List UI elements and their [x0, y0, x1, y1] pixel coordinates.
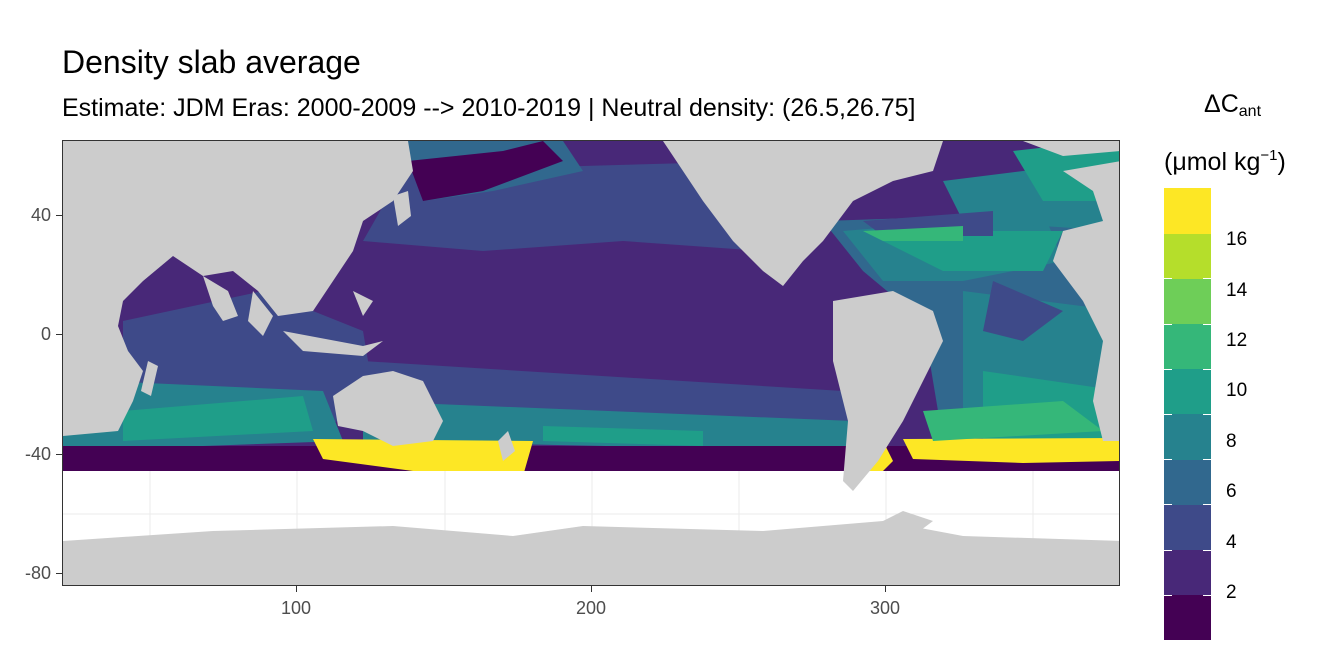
- legend-label: 10: [1226, 380, 1248, 401]
- legend-title: ΔCant: [1204, 86, 1261, 130]
- y-tick-label: -40: [24, 444, 51, 464]
- legend-color-step: [1164, 188, 1211, 234]
- legend-title-subscript: ant: [1238, 103, 1262, 120]
- chart-title: Density slab average: [62, 44, 361, 80]
- legend-color-step: [1164, 459, 1211, 505]
- legend-color-step: [1164, 323, 1211, 370]
- legend-label: 8: [1226, 431, 1237, 452]
- legend-tick-mark: [1203, 414, 1211, 415]
- legend-title-symbol: ΔC: [1204, 90, 1239, 118]
- x-tick-mark: [885, 586, 886, 592]
- legend-color-step: [1164, 504, 1211, 551]
- x-tick-mark: [296, 586, 297, 592]
- legend-color-step: [1164, 594, 1211, 641]
- x-tick-label: 200: [575, 598, 607, 618]
- y-tick-label: 40: [30, 205, 51, 225]
- y-tick-mark: [56, 573, 62, 574]
- legend-color-step: [1164, 414, 1211, 460]
- legend-tick-mark: [1203, 504, 1211, 506]
- legend-color-step: [1164, 233, 1211, 279]
- y-tick-mark: [56, 454, 62, 455]
- x-tick-label: 300: [869, 598, 901, 618]
- y-tick-mark: [56, 334, 62, 335]
- legend-tick-mark: [1203, 459, 1211, 461]
- land-masses: [63, 141, 1119, 585]
- legend-unit-close: ): [1277, 148, 1286, 176]
- y-tick-label: 0: [40, 324, 51, 344]
- legend-tick-mark: [1203, 278, 1211, 280]
- legend-label: 6: [1226, 481, 1237, 502]
- y-tick-mark: [56, 215, 62, 216]
- legend-tick-mark: [1164, 323, 1172, 325]
- legend-tick-mark: [1164, 549, 1172, 551]
- x-tick-label: 100: [280, 598, 312, 618]
- legend-tick-mark: [1203, 323, 1211, 325]
- map-svg: [63, 141, 1119, 585]
- legend-color-step: [1164, 549, 1211, 596]
- legend-tick-mark: [1164, 459, 1172, 461]
- x-tick-mark: [591, 586, 592, 592]
- legend-color-step: [1164, 368, 1211, 415]
- legend-unit-open: (μmol kg: [1164, 148, 1261, 176]
- legend-colorbar: [1164, 188, 1211, 641]
- legend-label: 4: [1226, 532, 1237, 553]
- map-panel: [62, 140, 1120, 586]
- legend-tick-mark: [1203, 368, 1211, 370]
- legend-tick-mark: [1203, 594, 1211, 596]
- legend-color-step: [1164, 278, 1211, 325]
- ocean-field: [63, 141, 1119, 471]
- y-tick-label: -80: [24, 563, 51, 583]
- legend-label: 2: [1226, 582, 1237, 603]
- legend-tick-mark: [1164, 594, 1172, 596]
- legend-tick-mark: [1164, 278, 1172, 280]
- legend-tick-mark: [1164, 504, 1172, 506]
- legend-label: 14: [1226, 280, 1248, 301]
- legend-unit-sup: −1: [1260, 147, 1278, 164]
- legend-unit: (μmol kg−1): [1164, 138, 1286, 180]
- legend-label: 16: [1226, 229, 1248, 250]
- legend-tick-mark: [1164, 414, 1172, 415]
- legend-tick-mark: [1203, 549, 1211, 551]
- chart-subtitle: Estimate: JDM Eras: 2000-2009 --> 2010-2…: [62, 94, 916, 122]
- legend-tick-mark: [1164, 368, 1172, 370]
- legend-label: 12: [1226, 330, 1248, 351]
